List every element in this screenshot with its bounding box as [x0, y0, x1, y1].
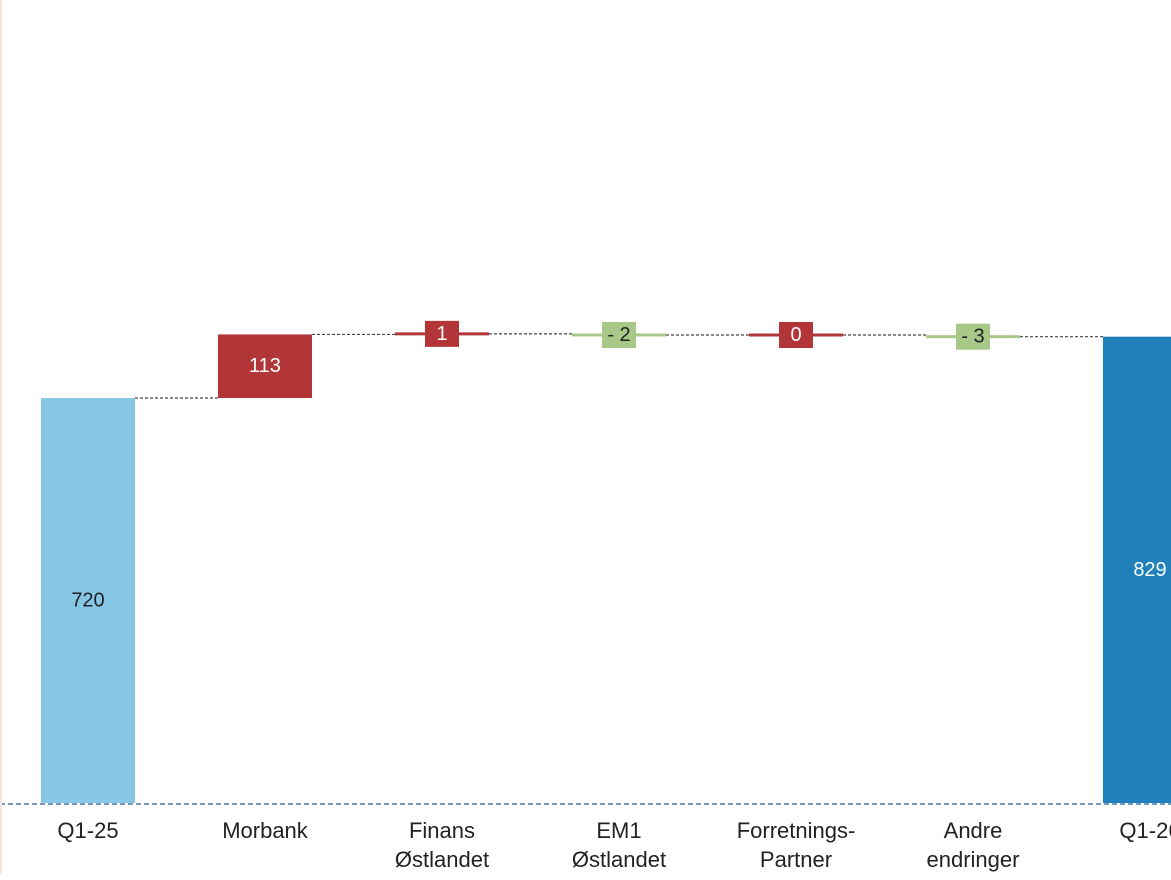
value-label-4: 0 — [790, 324, 801, 346]
tick-label-line: Forretnings- — [737, 818, 856, 843]
tick-label-line: endringer — [927, 847, 1020, 872]
tick-label-line: EM1 — [596, 818, 641, 843]
value-label-box-4 — [779, 322, 813, 348]
tick-label-line: Østlandet — [395, 847, 489, 872]
tick-label-line: Q1-26 — [1119, 818, 1171, 843]
bar-6 — [1103, 336, 1171, 803]
connector-lines — [135, 333, 1103, 399]
tick-label-2: Finans Østlandet — [395, 818, 489, 872]
value-label-1: 113 — [249, 355, 281, 377]
bar-1 — [218, 334, 312, 398]
value-label-5: - 3 — [961, 326, 984, 348]
value-label-3: - 2 — [607, 324, 630, 346]
value-label-box-2 — [425, 320, 459, 347]
tick-label-line: Q1-25 — [57, 818, 118, 843]
tick-label-4: Forretnings- Partner — [737, 818, 856, 872]
bar-0 — [41, 398, 135, 803]
tick-label-line: Partner — [760, 847, 832, 872]
value-label-2: 1 — [436, 323, 447, 345]
left-edge-rule — [0, 0, 2, 875]
tick-label-0: Q1-25 — [57, 818, 118, 843]
tick-label-3: EM1 Østlandet — [572, 818, 666, 872]
tick-label-6: Q1-26 — [1119, 818, 1171, 843]
bars-group — [41, 332, 1171, 803]
tick-label-line: Morbank — [222, 818, 309, 843]
tick-label-line: Østlandet — [572, 847, 666, 872]
value-label-0: 720 — [71, 590, 104, 612]
value-label-box-5 — [956, 323, 990, 350]
tick-label-5: Andre endringer — [927, 818, 1020, 872]
tick-label-line: Finans — [409, 818, 475, 843]
tick-label-1: Morbank — [222, 818, 309, 843]
value-label-box-3 — [602, 322, 636, 348]
value-label-6: 829 — [1133, 559, 1166, 581]
tick-label-line: Andre — [944, 818, 1003, 843]
value-labels: 720 113 1 - 2 0 - 3 829 — [71, 320, 1167, 612]
